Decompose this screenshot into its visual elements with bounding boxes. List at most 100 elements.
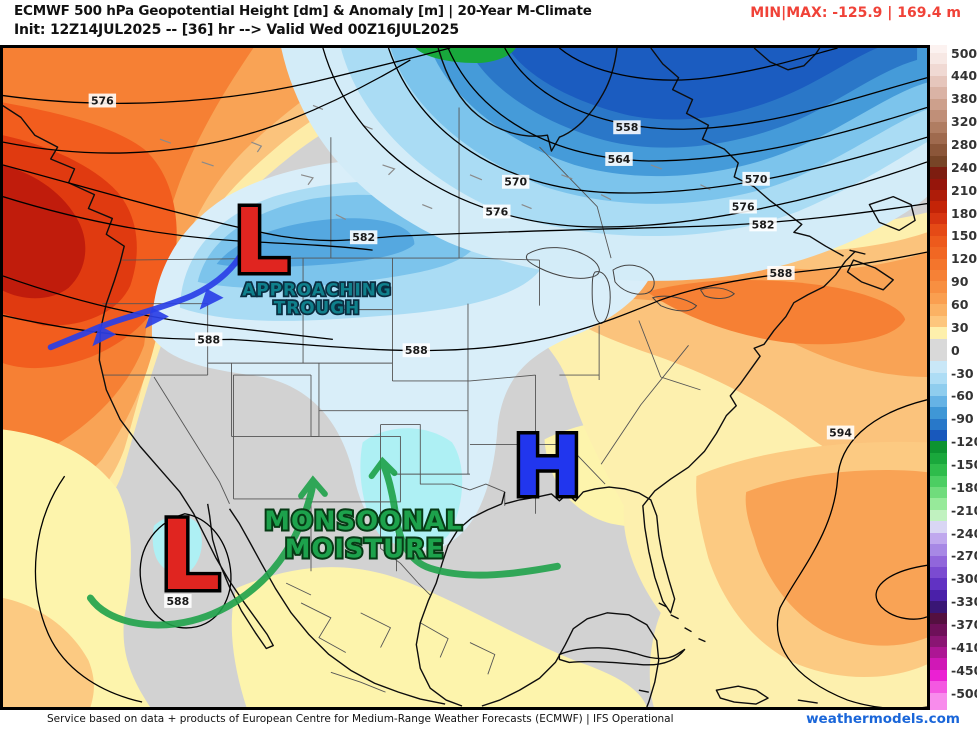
colorbar-tick-label: -60 — [951, 388, 974, 404]
contour-582 — [3, 164, 927, 242]
colorbar-cell — [930, 464, 947, 476]
colorbar-cell — [930, 681, 947, 693]
colorbar-cell — [930, 589, 947, 602]
colorbar-cell — [930, 121, 947, 133]
colorbar-cell — [930, 45, 947, 53]
contour-576-east — [322, 48, 927, 228]
colorbar-cell — [930, 384, 947, 396]
trough-front-symbol — [47, 241, 250, 351]
contour-564 — [447, 48, 927, 162]
colorbar-cell — [930, 601, 947, 613]
contour-label-box — [501, 174, 530, 189]
colorbar-tick-label: -150 — [951, 456, 977, 472]
colorbar-cell — [930, 578, 947, 590]
colorbar-cell — [930, 372, 947, 385]
page-title: ECMWF 500 hPa Geopotential Height [dm] &… — [14, 3, 592, 19]
contour-label: 564 — [608, 153, 631, 166]
contour-588 — [3, 251, 927, 352]
contour-558 — [504, 48, 927, 130]
colorbar-cell — [930, 669, 947, 682]
arrow-west — [86, 480, 317, 629]
trough-label-line2: TROUGH — [274, 298, 361, 318]
map-canvas: 576 558 564 570 576 570 576 582 582 588 588 588 594 5… — [0, 45, 930, 710]
contour-unlabeled-sw — [34, 475, 143, 703]
colorbar-cell — [930, 224, 947, 236]
colorbar-cell — [930, 110, 947, 122]
colorbar-cell — [930, 418, 947, 430]
colorbar-tick-label: -300 — [951, 571, 977, 587]
colorbar-cell — [930, 487, 947, 499]
colorbar-cell — [930, 441, 947, 453]
colorbar-tick-label: -210 — [951, 502, 977, 518]
contour-label: 582 — [752, 218, 775, 231]
colorbar-cell — [930, 292, 947, 305]
colorbar-cell — [930, 395, 947, 408]
colorbar-cell — [930, 407, 947, 419]
colorbar-tick-label: -330 — [951, 594, 977, 610]
colorbar-cell — [930, 349, 947, 362]
colorbar-cell — [930, 692, 947, 710]
colorbar-tick-label: -450 — [951, 662, 977, 678]
contour-label-box — [88, 93, 117, 108]
contour-label-box — [194, 332, 223, 347]
colorbar-tick-label: 500 — [951, 45, 977, 61]
colorbar-cell — [930, 555, 947, 567]
contour-label: 576 — [485, 205, 508, 218]
footer: Service based on data + products of Euro… — [0, 710, 977, 732]
arrow-east-head — [368, 456, 398, 480]
colorbar-tick-label: 380 — [951, 91, 977, 107]
low-symbol-north: L — [233, 190, 290, 294]
colorbar-tick-label: 210 — [951, 182, 977, 198]
coastlines — [3, 48, 916, 707]
contour-570 — [387, 48, 927, 194]
colorbar-cell — [930, 509, 947, 522]
anomaly-colorbar: 500 440 380 320 280 240 210 180 150 120 90 60 30 0 -30… — [930, 45, 977, 710]
colorbar-cell — [930, 212, 947, 225]
header: ECMWF 500 hPa Geopotential Height [dm] &… — [0, 0, 977, 45]
contour-label: 582 — [352, 231, 375, 244]
contour-label-box — [742, 171, 770, 186]
great-lakes — [525, 247, 736, 325]
monsoon-label-line1: MONSOONAL — [264, 507, 463, 537]
contour-label-box — [729, 199, 757, 214]
contour-label-box — [767, 266, 795, 280]
contour-label-box — [749, 217, 777, 232]
height-contours — [3, 48, 927, 707]
colorbar-tick-label: 60 — [951, 296, 969, 312]
colorbar-cells — [930, 45, 947, 710]
colorbar-cell — [930, 190, 947, 202]
colorbar-cell — [930, 646, 947, 659]
colorbar-cell — [930, 201, 947, 213]
colorbar-cell — [930, 338, 947, 350]
contour-label: 588 — [405, 344, 428, 357]
colorbar-tick-label: -370 — [951, 616, 977, 632]
colorbar-cell — [930, 155, 947, 168]
anomaly-fill-west-warm — [3, 48, 480, 574]
init-valid-line: Init: 12Z14JUL2025 -- [36] hr --> Valid … — [14, 22, 459, 38]
contour-label: 576 — [732, 201, 755, 214]
contour-label: 588 — [166, 595, 189, 608]
low-symbol-southwest: L — [159, 500, 220, 612]
contour-576-west — [3, 48, 451, 104]
colorbar-cell — [930, 132, 947, 145]
contour-594 — [776, 399, 927, 707]
colorbar-cell — [930, 258, 947, 271]
moisture-arrows — [86, 456, 561, 629]
colorbar-tick-label: -30 — [951, 365, 974, 381]
contour-label: 570 — [504, 176, 527, 189]
colorbar-cell — [930, 304, 947, 316]
colorbar-cell — [930, 315, 947, 328]
monsoon-label-line2: MOISTURE — [285, 534, 445, 564]
colorbar-cell — [930, 178, 947, 191]
colorbar-cell — [930, 281, 947, 293]
colorbar-cell — [930, 658, 947, 670]
colorbar-tick-label: -240 — [951, 525, 977, 541]
colorbar-cell — [930, 247, 947, 259]
colorbar-tick-label: -180 — [951, 479, 977, 495]
colorbar-cell — [930, 235, 947, 248]
contour-label: 576 — [91, 94, 114, 107]
colorbar-cell — [930, 270, 947, 282]
colorbar-cell — [930, 498, 947, 510]
brand-link[interactable]: weathermodels.com — [806, 711, 960, 727]
